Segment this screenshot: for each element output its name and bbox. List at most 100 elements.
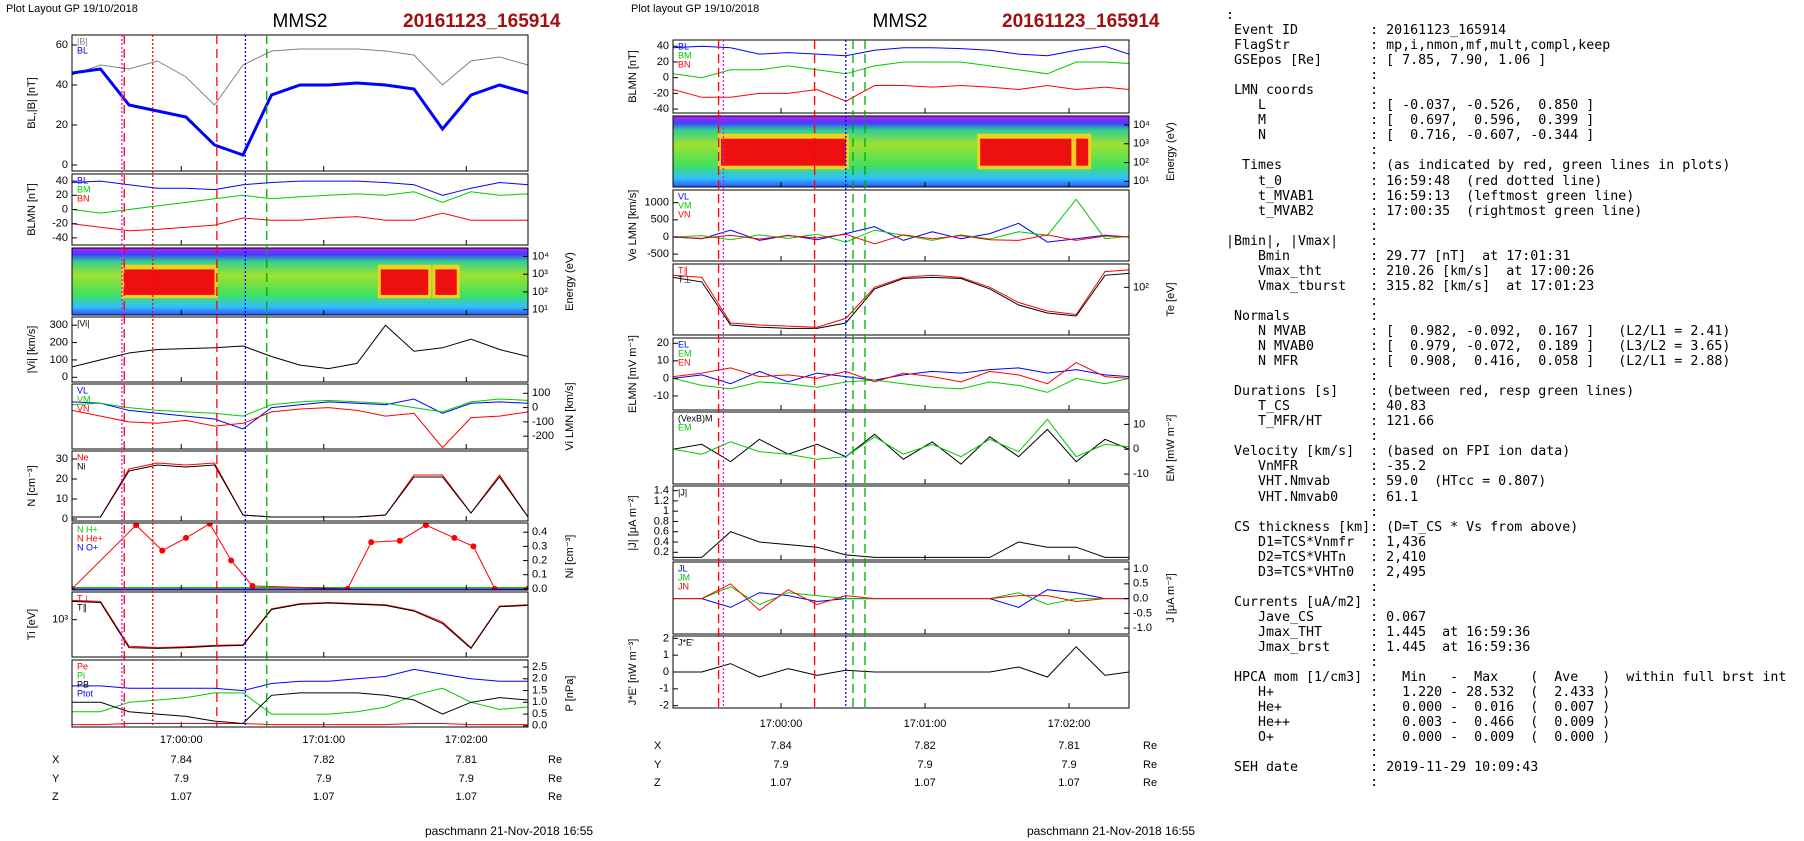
legend-entry: VN: [678, 209, 691, 219]
series-point: [396, 537, 403, 544]
position-unit: Re: [1143, 777, 1157, 789]
position-value: 7.82: [914, 740, 935, 752]
panel-plot: [673, 646, 1129, 678]
position-unit: Re: [548, 791, 562, 803]
info-line: LMN coords :: [1226, 83, 1379, 99]
series-line: [673, 84, 1129, 102]
position-label: X: [52, 754, 60, 766]
y-tick-label: 20: [56, 473, 68, 485]
y-tick-label: 0: [663, 72, 669, 84]
y-tick-label: 10¹: [532, 304, 548, 316]
legend-entry: Pe: [77, 661, 88, 671]
y-tick-label: 10: [1133, 418, 1145, 430]
y-tick-label: 0.4: [654, 536, 669, 548]
series-line: [72, 324, 528, 370]
panel-plot: [673, 362, 1129, 393]
legend-entry: T∥: [77, 602, 87, 612]
x-tick-label: 17:01:00: [904, 718, 947, 730]
series-line: [673, 272, 1129, 329]
y-axis-label: J [μA m⁻²]: [1165, 573, 1177, 622]
info-line: CS thickness [km]: (D=T_CS * Vs from abo…: [1226, 519, 1579, 535]
info-line: :: [1226, 775, 1379, 791]
y-axis-label: BLMN [nT]: [26, 183, 38, 236]
series-line: [673, 531, 1129, 558]
legend-entry: N O+: [77, 542, 98, 552]
y-tick-label: 1000: [645, 197, 669, 209]
y-tick-label: 2.0: [532, 673, 547, 685]
info-line: GSEpos [Re] : [ 7.85, 7.90, 1.06 ]: [1226, 53, 1547, 69]
position-label: X: [654, 740, 662, 752]
series-line: [72, 212, 528, 232]
series-line: [72, 692, 528, 725]
panel-plot: [72, 248, 528, 315]
info-line: T_MFR/HT : 121.66: [1226, 414, 1435, 430]
legend-entry: VM: [77, 394, 91, 404]
info-line: N MVAB0 : [ 0.979, -0.072, 0.189 ] (L3/L…: [1226, 339, 1731, 355]
series-point: [159, 547, 166, 554]
series-line: [72, 668, 528, 692]
info-line: :: [1226, 68, 1379, 84]
series-point: [368, 539, 375, 546]
series-line: [72, 599, 528, 649]
legend-entry: VL: [678, 191, 689, 201]
y-tick-label: 20: [657, 337, 669, 349]
y-tick-label: 100: [50, 354, 68, 366]
y-tick-label: 0: [62, 371, 68, 383]
position-unit: Re: [548, 754, 562, 766]
y-tick-label: 10: [56, 493, 68, 505]
y-tick-label: 10³: [1133, 138, 1149, 150]
panel-plot: [673, 116, 1129, 187]
info-line: T_CS : 40.83: [1226, 399, 1427, 415]
y-tick-label: 0.5: [532, 708, 547, 720]
x-tick-label: 17:00:00: [160, 734, 203, 746]
position-value: 1.07: [313, 791, 334, 803]
info-line: Currents [uA/m2] :: [1226, 594, 1379, 610]
legend-entry: EM: [678, 348, 692, 358]
series-line: [72, 398, 528, 417]
y-tick-label: 0: [663, 231, 669, 243]
position-value: 7.84: [171, 754, 192, 766]
info-line: He++ : 0.003 - 0.466 ( 0.009 ): [1226, 715, 1611, 731]
panel-plot: [72, 523, 528, 590]
spectrogram-hot: [435, 269, 457, 295]
legend-entry: BM: [678, 50, 692, 60]
y-tick-label: 1: [663, 505, 669, 517]
y-tick-label: 1.4: [654, 485, 669, 497]
info-line: H+ : 1.220 - 28.532 ( 2.433 ): [1226, 685, 1611, 701]
panel-plot: [673, 583, 1129, 612]
info-line: SEH date : 2019-11-29 10:09:43: [1226, 760, 1539, 776]
legend-entry: VM: [678, 200, 692, 210]
series-line: [72, 398, 528, 430]
y-tick-label: -100: [532, 416, 554, 428]
plot-header: Plot layout GP 19/10/2018: [631, 3, 759, 15]
series-point: [133, 523, 140, 529]
y-tick-label: 0: [663, 666, 669, 678]
y-axis-label: ELMN [mV m⁻¹]: [627, 335, 639, 413]
y-tick-label: -200: [532, 430, 554, 442]
y-tick-label: 10⁴: [532, 250, 549, 262]
y-tick-label: -2: [659, 700, 669, 712]
y-axis-label: Energy (eV): [564, 252, 576, 311]
spectrogram-hot: [380, 269, 429, 295]
y-tick-label: 2: [663, 632, 669, 644]
y-tick-label: -10: [653, 390, 669, 402]
legend-entry: BL: [77, 45, 88, 55]
info-line: Durations [s] : (between red, resp green…: [1226, 384, 1635, 400]
y-tick-label: 100: [532, 387, 550, 399]
position-unit: Re: [1143, 759, 1157, 771]
series-line: [673, 45, 1129, 57]
x-tick-label: 17:01:00: [302, 734, 345, 746]
event-info: : Event ID : 20161123_165914 FlagStr : m…: [1226, 8, 1786, 790]
info-line: HPCA mom [1/cm3] : Min - Max ( Ave ) wit…: [1226, 670, 1787, 686]
panel-frame: [672, 561, 1130, 635]
series-line: [72, 48, 528, 106]
y-tick-label: 10¹: [1133, 175, 1149, 187]
y-tick-label: 10²: [1133, 281, 1149, 293]
position-value: 1.07: [1058, 777, 1079, 789]
panel-plot: [72, 180, 528, 232]
panel-frame: [71, 247, 529, 316]
info-line: D3=TCS*VHTn0 : 2,495: [1226, 564, 1427, 580]
info-line: t_0 : 16:59:48 (red dotted line): [1226, 173, 1603, 189]
y-tick-label: 0.0: [532, 583, 547, 595]
